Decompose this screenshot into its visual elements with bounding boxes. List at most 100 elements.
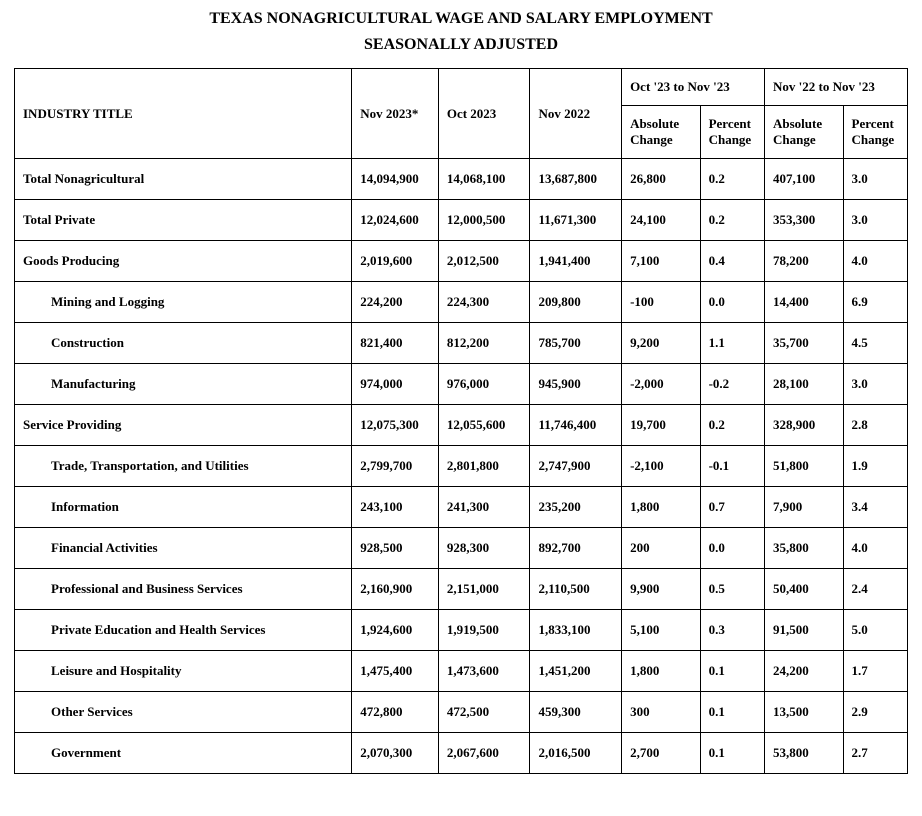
cell-oct2023: 12,000,500 (438, 200, 530, 241)
table-row: Government2,070,3002,067,6002,016,5002,7… (15, 733, 908, 774)
cell-nov2023: 1,924,600 (352, 610, 439, 651)
cell-nov2023: 472,800 (352, 692, 439, 733)
cell-nov2023: 14,094,900 (352, 159, 439, 200)
row-label: Government (15, 733, 352, 774)
cell-yoy_abs: 35,700 (765, 323, 844, 364)
header-mom-group: Oct '23 to Nov '23 (622, 69, 765, 106)
cell-oct2023: 472,500 (438, 692, 530, 733)
cell-mom_pct: 0.1 (700, 733, 764, 774)
row-label: Manufacturing (15, 364, 352, 405)
table-row: Total Nonagricultural14,094,90014,068,10… (15, 159, 908, 200)
cell-nov2023: 928,500 (352, 528, 439, 569)
cell-mom_pct: 0.1 (700, 651, 764, 692)
cell-oct2023: 14,068,100 (438, 159, 530, 200)
cell-mom_pct: -0.2 (700, 364, 764, 405)
cell-nov2022: 1,833,100 (530, 610, 622, 651)
table-row: Information243,100241,300235,2001,8000.7… (15, 487, 908, 528)
cell-mom_abs: 300 (622, 692, 701, 733)
cell-yoy_pct: 2.9 (843, 692, 907, 733)
cell-mom_abs: 9,200 (622, 323, 701, 364)
row-label: Financial Activities (15, 528, 352, 569)
header-industry: INDUSTRY TITLE (15, 69, 352, 159)
cell-yoy_abs: 91,500 (765, 610, 844, 651)
cell-nov2022: 1,941,400 (530, 241, 622, 282)
cell-nov2023: 1,475,400 (352, 651, 439, 692)
cell-yoy_abs: 407,100 (765, 159, 844, 200)
cell-mom_abs: 2,700 (622, 733, 701, 774)
cell-yoy_abs: 53,800 (765, 733, 844, 774)
cell-nov2022: 892,700 (530, 528, 622, 569)
cell-yoy_pct: 2.7 (843, 733, 907, 774)
cell-nov2022: 1,451,200 (530, 651, 622, 692)
cell-oct2023: 224,300 (438, 282, 530, 323)
cell-mom_pct: 0.7 (700, 487, 764, 528)
cell-oct2023: 2,151,000 (438, 569, 530, 610)
table-row: Private Education and Health Services1,9… (15, 610, 908, 651)
cell-yoy_abs: 328,900 (765, 405, 844, 446)
cell-yoy_pct: 3.0 (843, 364, 907, 405)
row-label: Service Providing (15, 405, 352, 446)
page-title-line1: TEXAS NONAGRICULTURAL WAGE AND SALARY EM… (14, 10, 908, 28)
row-label: Trade, Transportation, and Utilities (15, 446, 352, 487)
table-body: Total Nonagricultural14,094,90014,068,10… (15, 159, 908, 774)
cell-nov2023: 974,000 (352, 364, 439, 405)
header-mom-pct: Percent Change (700, 106, 764, 159)
cell-mom_pct: 0.1 (700, 692, 764, 733)
table-row: Construction821,400812,200785,7009,2001.… (15, 323, 908, 364)
cell-mom_pct: 0.2 (700, 405, 764, 446)
row-label: Construction (15, 323, 352, 364)
header-oct2023: Oct 2023 (438, 69, 530, 159)
cell-nov2022: 209,800 (530, 282, 622, 323)
cell-yoy_pct: 2.4 (843, 569, 907, 610)
cell-mom_abs: 1,800 (622, 651, 701, 692)
table-row: Goods Producing2,019,6002,012,5001,941,4… (15, 241, 908, 282)
cell-nov2023: 2,070,300 (352, 733, 439, 774)
cell-yoy_pct: 4.5 (843, 323, 907, 364)
cell-nov2022: 13,687,800 (530, 159, 622, 200)
cell-yoy_abs: 78,200 (765, 241, 844, 282)
cell-yoy_pct: 3.0 (843, 159, 907, 200)
header-mom-abs: Absolute Change (622, 106, 701, 159)
cell-mom_abs: 200 (622, 528, 701, 569)
row-label: Private Education and Health Services (15, 610, 352, 651)
row-label: Leisure and Hospitality (15, 651, 352, 692)
page-title-line2: SEASONALLY ADJUSTED (14, 36, 908, 54)
cell-yoy_pct: 1.7 (843, 651, 907, 692)
cell-oct2023: 241,300 (438, 487, 530, 528)
cell-nov2022: 11,671,300 (530, 200, 622, 241)
cell-yoy_abs: 7,900 (765, 487, 844, 528)
cell-mom_pct: 0.2 (700, 159, 764, 200)
table-row: Other Services472,800472,500459,3003000.… (15, 692, 908, 733)
row-label: Total Nonagricultural (15, 159, 352, 200)
header-nov2023: Nov 2023* (352, 69, 439, 159)
cell-yoy_pct: 6.9 (843, 282, 907, 323)
table-row: Mining and Logging224,200224,300209,800-… (15, 282, 908, 323)
cell-oct2023: 2,012,500 (438, 241, 530, 282)
employment-table: INDUSTRY TITLE Nov 2023* Oct 2023 Nov 20… (14, 68, 908, 774)
table-row: Service Providing12,075,30012,055,60011,… (15, 405, 908, 446)
cell-yoy_abs: 50,400 (765, 569, 844, 610)
header-nov2022: Nov 2022 (530, 69, 622, 159)
table-row: Professional and Business Services2,160,… (15, 569, 908, 610)
cell-mom_pct: 0.0 (700, 528, 764, 569)
cell-yoy_abs: 35,800 (765, 528, 844, 569)
cell-nov2022: 945,900 (530, 364, 622, 405)
cell-yoy_abs: 353,300 (765, 200, 844, 241)
cell-nov2022: 2,110,500 (530, 569, 622, 610)
cell-mom_abs: -2,100 (622, 446, 701, 487)
cell-mom_abs: -100 (622, 282, 701, 323)
cell-yoy_pct: 4.0 (843, 528, 907, 569)
row-label: Other Services (15, 692, 352, 733)
cell-yoy_abs: 14,400 (765, 282, 844, 323)
cell-oct2023: 2,801,800 (438, 446, 530, 487)
cell-mom_abs: 9,900 (622, 569, 701, 610)
cell-nov2022: 2,747,900 (530, 446, 622, 487)
cell-mom_abs: -2,000 (622, 364, 701, 405)
cell-mom_pct: 0.0 (700, 282, 764, 323)
cell-yoy_pct: 2.8 (843, 405, 907, 446)
cell-mom_pct: 0.2 (700, 200, 764, 241)
cell-yoy_abs: 28,100 (765, 364, 844, 405)
cell-mom_pct: 0.5 (700, 569, 764, 610)
cell-oct2023: 1,473,600 (438, 651, 530, 692)
cell-nov2022: 785,700 (530, 323, 622, 364)
